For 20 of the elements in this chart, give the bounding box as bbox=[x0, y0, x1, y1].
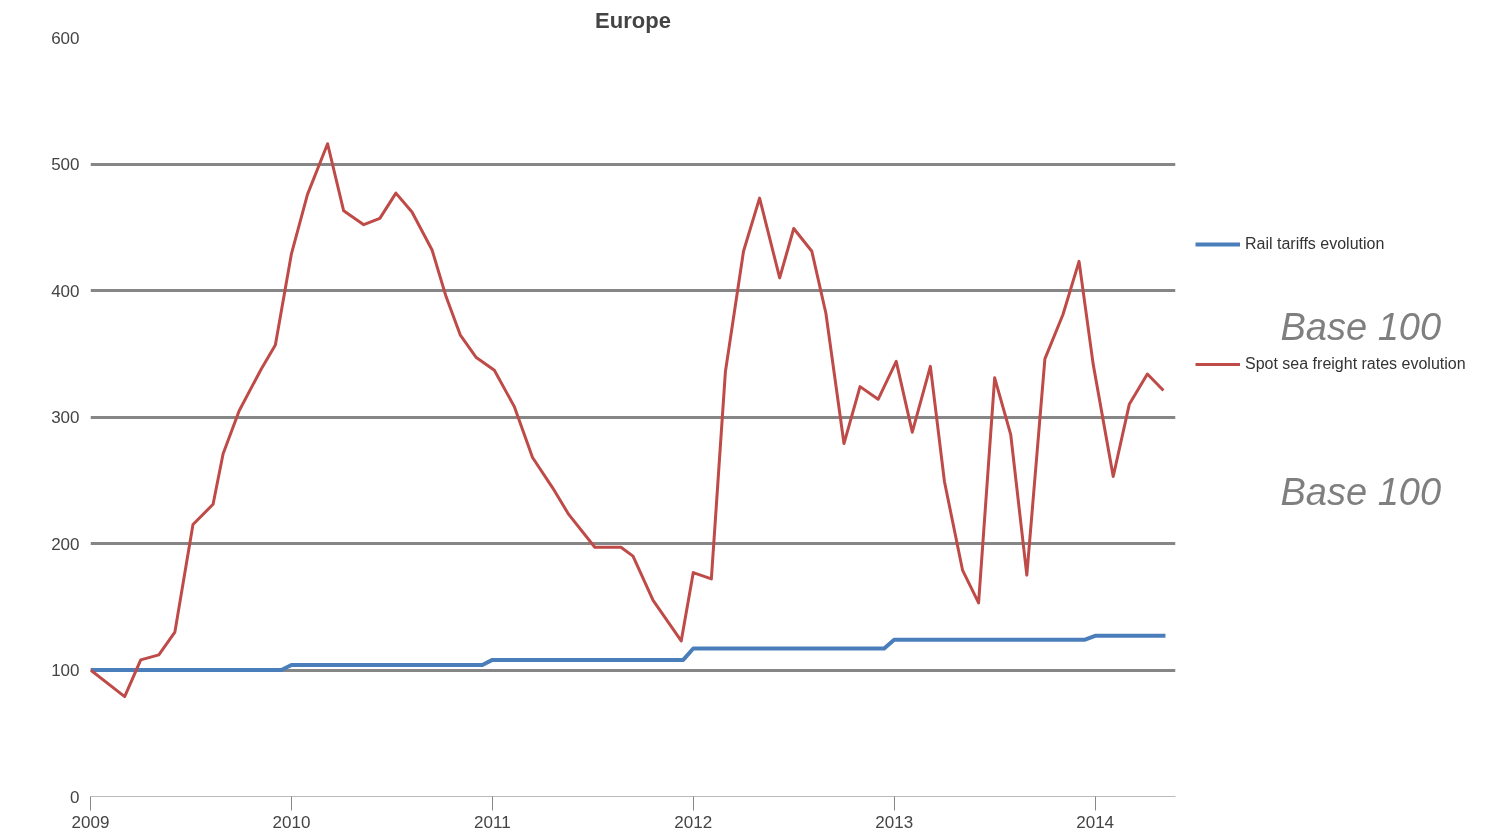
text: Base 100 bbox=[1280, 470, 1442, 513]
y-tick-label: 300 bbox=[51, 408, 80, 427]
x-tick-label: 2011 bbox=[474, 812, 511, 832]
x-tick-label: 2013 bbox=[875, 812, 914, 832]
x-tick-label: 2012 bbox=[674, 812, 713, 832]
y-tick-label: 100 bbox=[51, 661, 80, 680]
legend-label: Spot sea freight rates evolution bbox=[1245, 355, 1466, 373]
text: Base 100 bbox=[1280, 305, 1442, 348]
y-tick-label: 0 bbox=[70, 787, 80, 807]
line-series bbox=[90, 142, 1165, 699]
y-tick-label: 400 bbox=[51, 281, 80, 301]
y-tick-label: 200 bbox=[51, 534, 80, 554]
chart-title: Europe bbox=[595, 7, 671, 33]
y-tick-label: 500 bbox=[51, 155, 80, 174]
line-series bbox=[90, 633, 1168, 672]
y-tick-label: 600 bbox=[51, 28, 80, 48]
x-tick-label: 2010 bbox=[272, 812, 311, 832]
legend-label: Rail tariffs evolution bbox=[1245, 235, 1385, 253]
x-tick-label: 2014 bbox=[1076, 812, 1115, 832]
x-tick-label: 2009 bbox=[71, 812, 110, 832]
